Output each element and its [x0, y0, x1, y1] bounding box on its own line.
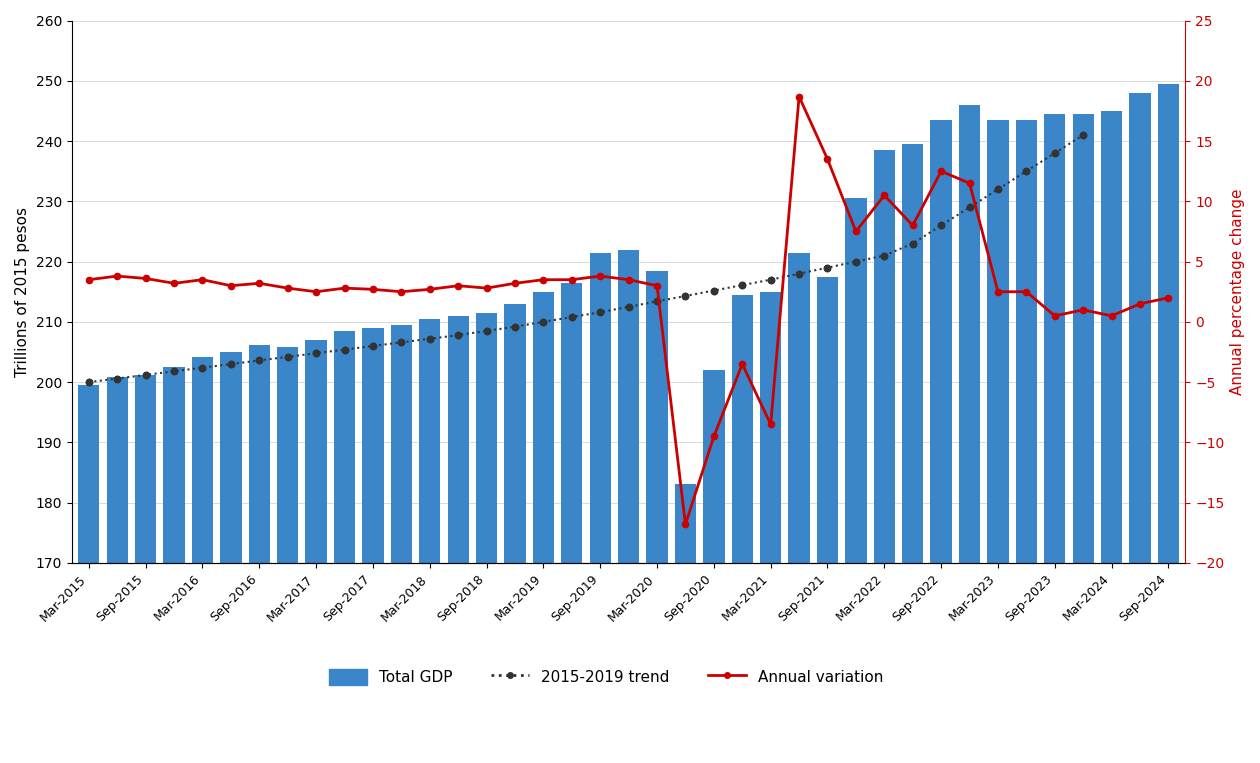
Bar [504, 304, 525, 763]
Bar [533, 291, 554, 763]
Bar [334, 331, 355, 763]
Bar [930, 120, 951, 763]
Bar [420, 319, 441, 763]
Y-axis label: Annual percentage change: Annual percentage change [1230, 188, 1245, 395]
Bar [617, 250, 639, 763]
Y-axis label: Trillions of 2015 pesos: Trillions of 2015 pesos [15, 207, 30, 377]
Bar [363, 328, 383, 763]
Bar [391, 325, 412, 763]
Bar [107, 378, 127, 763]
Bar [1072, 114, 1094, 763]
Bar [135, 375, 156, 763]
Bar [959, 105, 980, 763]
Bar [305, 340, 326, 763]
Bar [78, 385, 100, 763]
Bar [816, 277, 838, 763]
Bar [1045, 114, 1066, 763]
Bar [447, 316, 469, 763]
Bar [732, 295, 753, 763]
Bar [164, 367, 185, 763]
Bar [1101, 111, 1123, 763]
Bar [1129, 93, 1150, 763]
Bar [192, 357, 213, 763]
Bar [646, 271, 668, 763]
Bar [845, 198, 867, 763]
Bar [703, 370, 724, 763]
Bar [561, 283, 582, 763]
Bar [675, 485, 696, 763]
Bar [873, 150, 895, 763]
Bar [476, 313, 498, 763]
Bar [760, 291, 781, 763]
Bar [590, 253, 611, 763]
Bar [248, 345, 270, 763]
Bar [988, 120, 1008, 763]
Legend: Total GDP, 2015-2019 trend, Annual variation: Total GDP, 2015-2019 trend, Annual varia… [323, 663, 890, 691]
Bar [789, 253, 810, 763]
Bar [1016, 120, 1037, 763]
Bar [220, 352, 242, 763]
Bar [1158, 84, 1179, 763]
Bar [277, 347, 299, 763]
Bar [902, 144, 924, 763]
